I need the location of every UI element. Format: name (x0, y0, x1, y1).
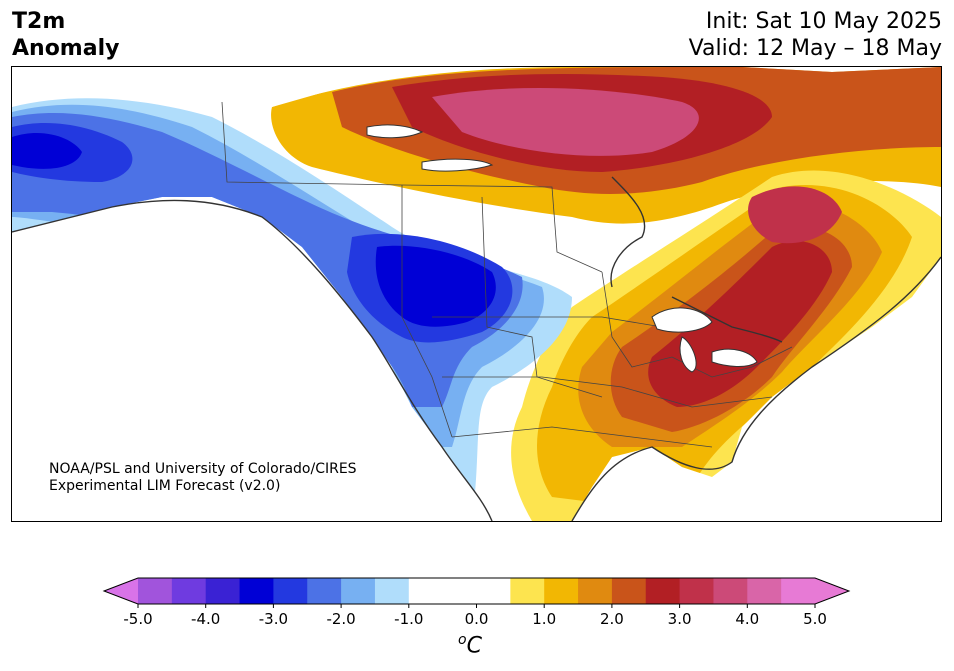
map-title: T2m Anomaly (12, 8, 119, 62)
title-line-1: T2m (12, 9, 66, 34)
colorbar-bin (645, 578, 681, 604)
colorbar-tick-label: 4.0 (735, 610, 759, 628)
colorbar-bin (239, 578, 274, 604)
coastlines (12, 176, 941, 521)
colorbar-bin (273, 578, 308, 604)
colorbar-bin (679, 578, 714, 604)
valid-dates: Valid: 12 May – 18 May (688, 36, 942, 61)
degree-symbol: o (458, 632, 467, 648)
credit-line-1: NOAA/PSL and University of Colorado/CIRE… (49, 461, 357, 477)
credit-line-2: Experimental LIM Forecast (v2.0) (49, 478, 281, 494)
colorbar-bin (510, 578, 545, 604)
colorbar-under-arrow (104, 578, 138, 604)
map-canvas (12, 67, 941, 521)
colorbar-tick-label: 0.0 (465, 610, 489, 628)
colorbar-bin (307, 578, 342, 604)
colorbar-tick-label: 2.0 (600, 610, 624, 628)
colorbar-svg: -5.0 -4.0 -3.0 -2.0 -1.0 0.0 1.0 2.0 3.0 4.0 5.0 (102, 577, 851, 628)
data-credit: NOAA/PSL and University of Colorado/CIRE… (49, 461, 357, 495)
colorbar-tick-label: -1.0 (394, 610, 423, 628)
colorbar-bin (713, 578, 748, 604)
colorbar-bin (544, 578, 579, 604)
colorbar-bin (374, 578, 410, 604)
colorbar-tick-label: -5.0 (123, 610, 152, 628)
colorbar-bin (408, 578, 444, 604)
colorbar-bin (205, 578, 241, 604)
colorbar-tick-label: 1.0 (532, 610, 556, 628)
colorbar-tick-label: -4.0 (191, 610, 220, 628)
colorbar: -5.0 -4.0 -3.0 -2.0 -1.0 0.0 1.0 2.0 3.0 4.0 5.0 (0, 570, 954, 671)
colorbar-bin (578, 578, 613, 604)
init-date: Init: Sat 10 May 2025 (705, 9, 942, 34)
colorbar-bin (747, 578, 782, 604)
colorbar-bin (171, 578, 207, 604)
colorbar-tick-label: -2.0 (326, 610, 355, 628)
colorbar-tick-label: 5.0 (803, 610, 827, 628)
colorbar-bin (781, 578, 816, 604)
colorbar-units: oC (458, 632, 482, 658)
unit-letter: C (466, 633, 482, 659)
colorbar-bin (341, 578, 376, 604)
colorbar-bin (442, 578, 511, 604)
colorbar-bin (611, 578, 647, 604)
great-lakes (366, 124, 758, 373)
colorbar-tick-label: 3.0 (668, 610, 692, 628)
colorbar-bin (138, 578, 173, 604)
title-line-2: Anomaly (12, 36, 120, 61)
borders (221, 101, 793, 448)
colorbar-tick-label: -3.0 (259, 610, 288, 628)
anomaly-map (11, 66, 942, 522)
forecast-dates: Init: Sat 10 May 2025 Valid: 12 May – 18… (689, 8, 942, 62)
colorbar-over-arrow (815, 578, 849, 604)
anomaly-fill (12, 67, 941, 521)
